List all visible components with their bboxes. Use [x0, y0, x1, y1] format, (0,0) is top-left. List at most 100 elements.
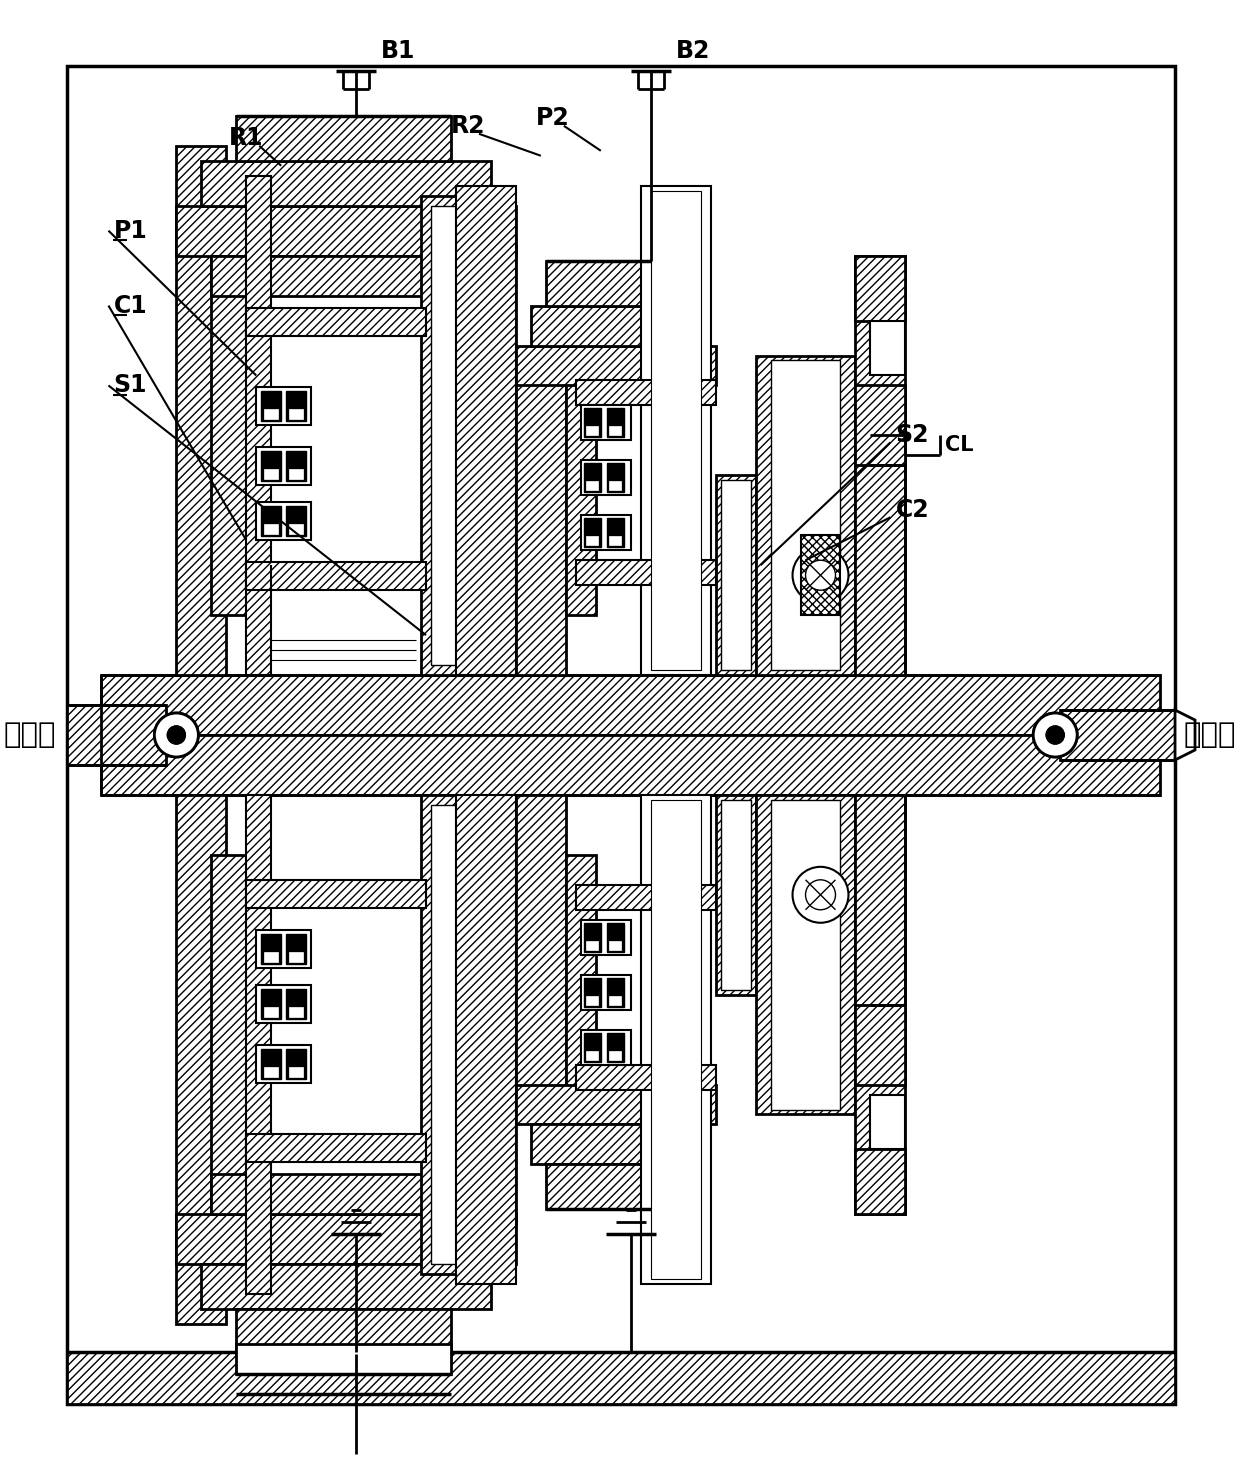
- Bar: [770, 800, 841, 1110]
- Bar: [257, 1045, 311, 1082]
- Circle shape: [1047, 726, 1064, 744]
- Bar: [580, 1029, 631, 1064]
- Bar: [856, 256, 905, 675]
- Bar: [516, 795, 565, 1114]
- Bar: [609, 426, 621, 435]
- Bar: [580, 975, 631, 1010]
- Bar: [176, 206, 516, 256]
- Circle shape: [1033, 713, 1078, 757]
- Bar: [247, 176, 272, 675]
- Bar: [289, 1007, 304, 1017]
- Bar: [201, 160, 491, 206]
- Bar: [422, 795, 466, 1274]
- Bar: [264, 1007, 278, 1017]
- Bar: [585, 995, 598, 1004]
- Bar: [585, 426, 598, 435]
- Bar: [609, 995, 621, 1004]
- Bar: [606, 1032, 624, 1061]
- Bar: [102, 675, 1161, 735]
- Bar: [531, 306, 706, 345]
- Bar: [575, 560, 715, 585]
- Bar: [609, 537, 621, 545]
- Bar: [856, 385, 905, 466]
- Bar: [247, 562, 427, 589]
- Bar: [516, 345, 715, 385]
- Bar: [262, 989, 281, 1019]
- Bar: [286, 391, 306, 422]
- Bar: [247, 307, 427, 335]
- Bar: [584, 923, 601, 951]
- Bar: [257, 388, 311, 425]
- Bar: [1060, 710, 1176, 760]
- Bar: [432, 206, 456, 664]
- Bar: [422, 196, 466, 675]
- Text: S1: S1: [113, 373, 148, 397]
- Bar: [286, 1048, 306, 1079]
- Bar: [801, 535, 841, 614]
- Circle shape: [806, 881, 836, 910]
- Bar: [715, 475, 755, 675]
- Bar: [264, 1067, 278, 1076]
- Bar: [585, 537, 598, 545]
- Bar: [286, 506, 306, 537]
- Bar: [262, 1048, 281, 1079]
- Bar: [856, 795, 905, 1214]
- Bar: [211, 256, 466, 295]
- Bar: [262, 391, 281, 422]
- Circle shape: [155, 713, 198, 757]
- Bar: [176, 146, 226, 675]
- Bar: [102, 735, 1161, 795]
- Text: CL: CL: [945, 435, 973, 456]
- Bar: [856, 1004, 905, 1085]
- Text: P2: P2: [536, 106, 569, 129]
- Bar: [262, 933, 281, 964]
- Bar: [432, 856, 466, 1175]
- Bar: [609, 481, 621, 491]
- Bar: [247, 795, 272, 1294]
- Bar: [584, 519, 601, 547]
- Bar: [257, 929, 311, 967]
- Circle shape: [167, 726, 185, 744]
- Bar: [870, 320, 905, 375]
- Bar: [466, 245, 516, 675]
- Bar: [432, 295, 466, 614]
- Circle shape: [792, 867, 848, 923]
- Bar: [575, 381, 715, 406]
- Bar: [755, 356, 856, 675]
- Bar: [257, 447, 311, 485]
- Bar: [720, 481, 750, 670]
- Text: C2: C2: [895, 498, 929, 522]
- Bar: [264, 525, 278, 534]
- Bar: [264, 951, 278, 961]
- Bar: [67, 706, 166, 764]
- Bar: [856, 256, 905, 320]
- Bar: [715, 795, 755, 995]
- Bar: [67, 1352, 1176, 1404]
- Bar: [466, 795, 516, 1225]
- Bar: [770, 360, 841, 670]
- Bar: [606, 409, 624, 438]
- Circle shape: [155, 713, 198, 757]
- Bar: [580, 460, 631, 495]
- Bar: [546, 260, 701, 306]
- Circle shape: [806, 560, 836, 589]
- Bar: [211, 256, 247, 614]
- Bar: [580, 406, 631, 441]
- Text: 输入轴: 输入轴: [1184, 720, 1236, 750]
- Bar: [237, 1344, 451, 1374]
- Bar: [609, 1051, 621, 1060]
- Bar: [584, 1032, 601, 1061]
- Bar: [546, 1164, 701, 1210]
- Bar: [606, 463, 624, 492]
- Bar: [651, 191, 701, 670]
- Bar: [641, 185, 711, 675]
- Bar: [247, 881, 427, 908]
- Bar: [516, 1085, 715, 1125]
- Polygon shape: [1176, 710, 1195, 760]
- Text: R2: R2: [451, 113, 486, 138]
- Bar: [211, 1175, 466, 1214]
- Bar: [262, 506, 281, 537]
- Bar: [585, 1051, 598, 1060]
- Bar: [176, 1214, 516, 1264]
- Bar: [606, 519, 624, 547]
